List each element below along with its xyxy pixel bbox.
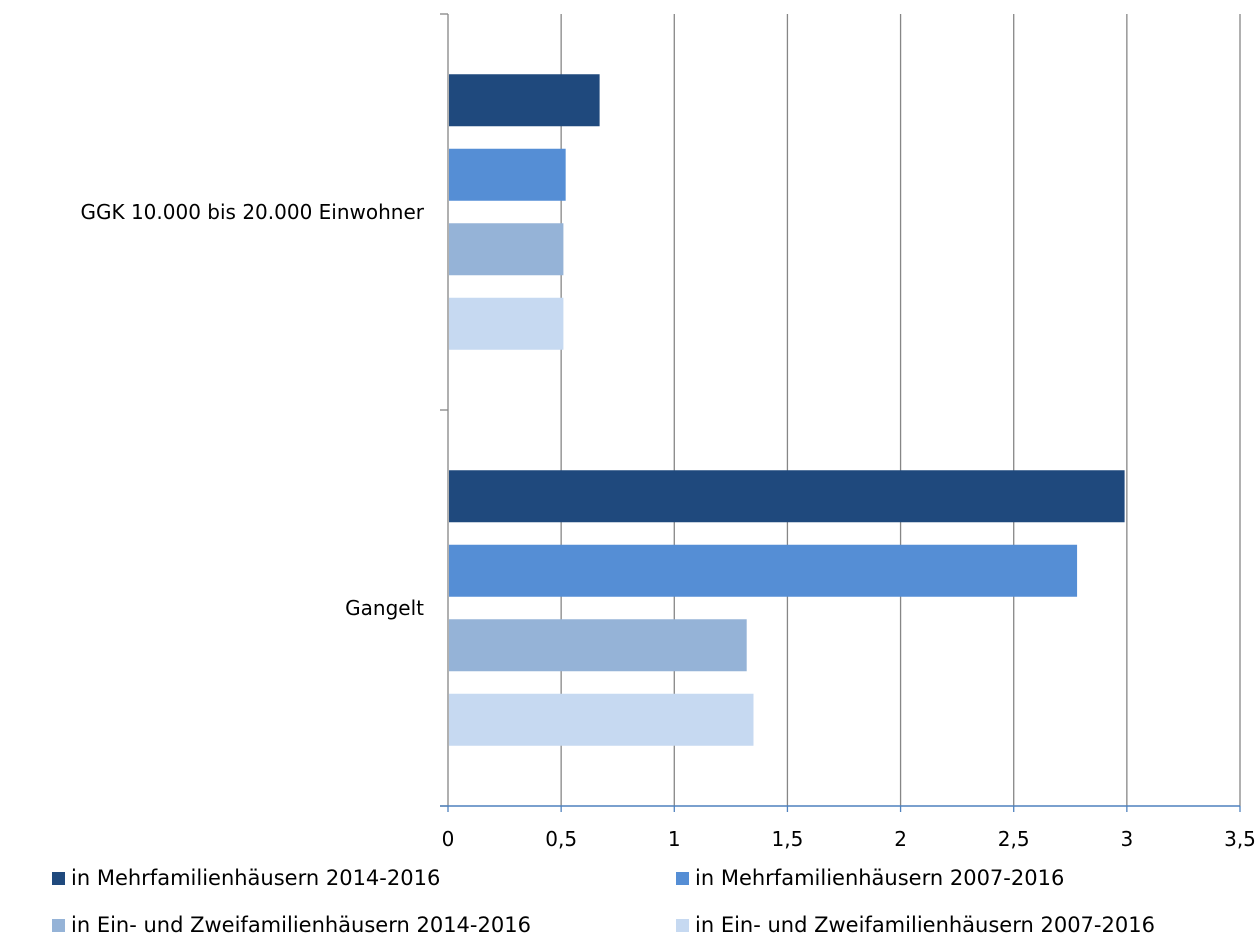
legend-swatch bbox=[676, 871, 689, 885]
legend-swatch bbox=[52, 918, 65, 932]
x-tick-label: 0,5 bbox=[545, 827, 577, 851]
bar bbox=[449, 470, 1125, 523]
legend-item: in Ein- und Zweifamilienhäusern 2007-201… bbox=[676, 913, 1155, 937]
bar-chart: 0 0,5 1 1,5 2 2,5 3 3,5 GGK 10.000 bis 20.000 E… bbox=[80, 13, 1256, 851]
x-tick-labels: 0 0,5 1 1,5 2 2,5 3 3,5 bbox=[442, 827, 1256, 851]
bars bbox=[449, 74, 1125, 746]
bar bbox=[449, 544, 1078, 597]
legend-item: in Mehrfamilienhäusern 2014-2016 bbox=[52, 866, 440, 890]
legend-swatch bbox=[676, 918, 689, 932]
bar bbox=[449, 693, 754, 746]
axes bbox=[440, 13, 1241, 812]
x-tick-label: 2 bbox=[894, 827, 907, 851]
category-label: GGK 10.000 bis 20.000 Einwohner bbox=[80, 200, 424, 224]
legend-label: in Mehrfamilienhäusern 2007-2016 bbox=[695, 866, 1065, 890]
legend: in Mehrfamilienhäusern 2014-2016 in Mehrf… bbox=[0, 858, 1259, 949]
x-tick-label: 3 bbox=[1120, 827, 1133, 851]
gridlines bbox=[560, 14, 1241, 806]
bar bbox=[449, 74, 600, 127]
legend-swatch bbox=[52, 871, 65, 885]
x-tick-label: 0 bbox=[442, 827, 455, 851]
legend-label: in Ein- und Zweifamilienhäusern 2007-201… bbox=[695, 913, 1155, 937]
bar bbox=[449, 223, 564, 276]
legend-item: in Ein- und Zweifamilienhäusern 2014-201… bbox=[52, 913, 531, 937]
legend-label: in Ein- und Zweifamilienhäusern 2014-201… bbox=[71, 913, 531, 937]
category-label: Gangelt bbox=[345, 596, 424, 620]
legend-label: in Mehrfamilienhäusern 2014-2016 bbox=[71, 866, 441, 890]
bar bbox=[449, 148, 566, 201]
x-tick-label: 1,5 bbox=[772, 827, 804, 851]
legend-item: in Mehrfamilienhäusern 2007-2016 bbox=[676, 866, 1064, 890]
x-tick-label: 1 bbox=[668, 827, 681, 851]
bar bbox=[449, 619, 747, 672]
bar bbox=[449, 297, 564, 350]
category-labels: GGK 10.000 bis 20.000 Einwohner Gangelt bbox=[80, 200, 424, 620]
x-tick-label: 2,5 bbox=[998, 827, 1030, 851]
x-tick-label: 3,5 bbox=[1224, 827, 1256, 851]
